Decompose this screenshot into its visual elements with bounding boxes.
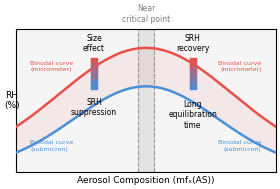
Text: SRH
recovery: SRH recovery	[176, 34, 209, 53]
Text: Size
effect: Size effect	[83, 34, 105, 53]
Text: Long
equilibration
time: Long equilibration time	[168, 100, 217, 130]
Text: SRH
suppression: SRH suppression	[71, 98, 117, 117]
Text: Near
critical point: Near critical point	[122, 4, 170, 24]
X-axis label: Aerosol Composition (mfₓ(AS)): Aerosol Composition (mfₓ(AS))	[77, 176, 215, 185]
Y-axis label: RH
(%): RH (%)	[4, 91, 20, 110]
Text: Binodal curve
(micrometer): Binodal curve (micrometer)	[218, 61, 262, 72]
Text: Binodal curve
(micrometer): Binodal curve (micrometer)	[31, 61, 74, 72]
Text: Binodal curve
(submicron): Binodal curve (submicron)	[31, 140, 74, 152]
Text: Binodal curve
(submicron): Binodal curve (submicron)	[218, 140, 262, 152]
Bar	[138, 29, 154, 172]
